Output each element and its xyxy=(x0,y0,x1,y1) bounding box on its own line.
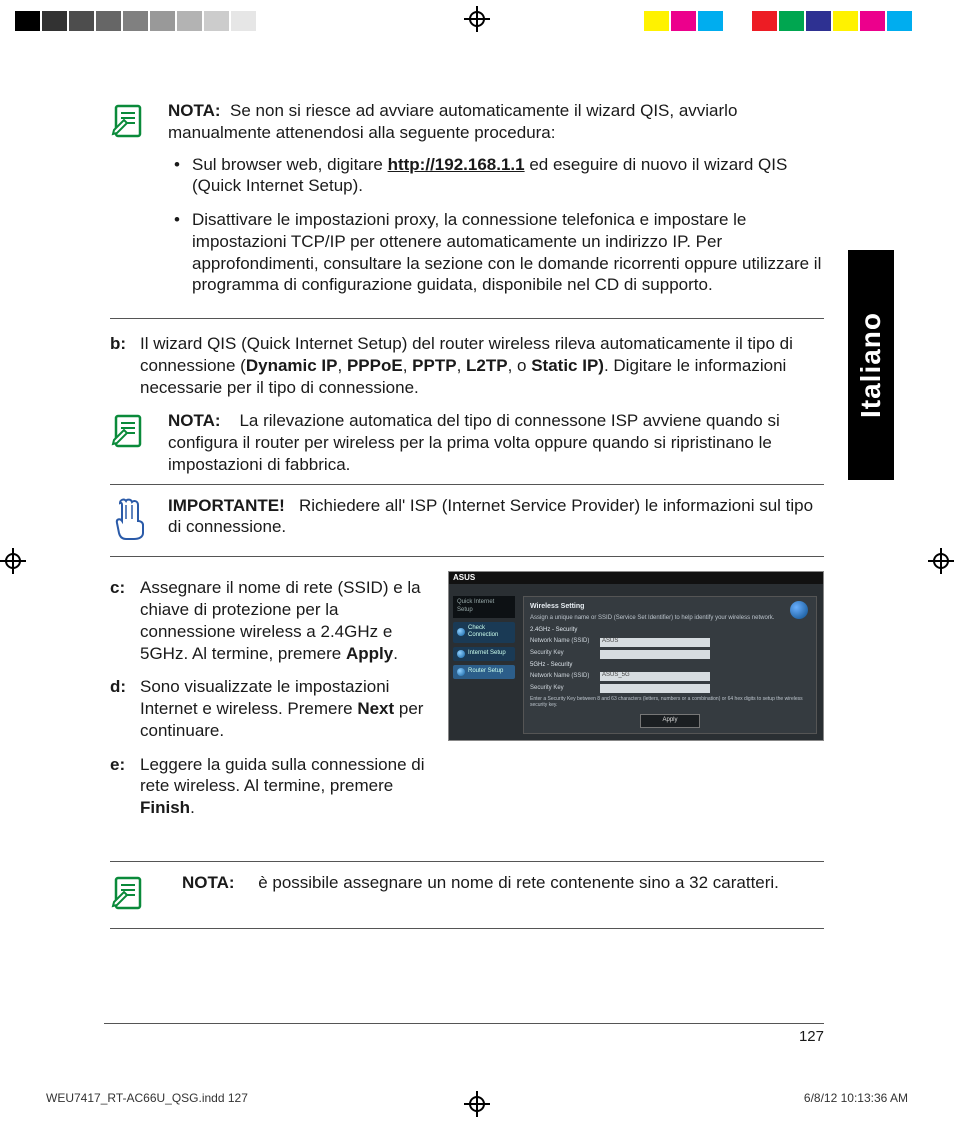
router-panel-title: Wireless Setting xyxy=(530,603,810,612)
language-tab: Italiano xyxy=(848,250,894,480)
router-foot-text: Enter a Security Key between 8 and 63 ch… xyxy=(530,696,810,708)
router-desc: Assign a unique name or SSID (Service Se… xyxy=(530,615,810,623)
note-icon xyxy=(110,872,150,918)
note-icon xyxy=(110,100,150,308)
note-bullet: Sul browser web, digitare http://192.168… xyxy=(174,154,824,198)
note-block: NOTA: Se non si riesce ad avviare automa… xyxy=(110,100,824,319)
page-footer: 127 xyxy=(104,1023,824,1045)
important-label: IMPORTANTE! xyxy=(168,496,285,515)
step-label: c: xyxy=(110,577,134,664)
url-link[interactable]: http://192.168.1.1 xyxy=(388,155,525,174)
router-side-header: Quick Internet Setup xyxy=(453,596,515,617)
printer-colorbar-cmyk xyxy=(616,10,940,32)
note-bullet: Disattivare le impostazioni proxy, la co… xyxy=(174,209,824,296)
slug-filename: WEU7417_RT-AC66U_QSG.indd 127 xyxy=(46,1091,248,1105)
important-block: IMPORTANTE! Richiedere all' ISP (Interne… xyxy=(110,495,824,558)
step-e: e: Leggere la guida sulla connessione di… xyxy=(110,754,430,819)
note-icon xyxy=(110,410,150,475)
registration-mark-icon xyxy=(464,6,490,32)
step-label: e: xyxy=(110,754,134,819)
note-block: NOTA: è possibile assegnare un nome di r… xyxy=(110,872,824,929)
note-label: NOTA: xyxy=(182,873,235,892)
step-b: b: Il wizard QIS (Quick Internet Setup) … xyxy=(110,333,824,398)
step-label: b: xyxy=(110,333,134,398)
router-section: 2.4GHz - Security xyxy=(530,627,810,635)
print-slug: WEU7417_RT-AC66U_QSG.indd 127 6/8/12 10:… xyxy=(46,1091,908,1105)
router-apply-button: Apply xyxy=(640,714,700,728)
registration-mark-icon xyxy=(928,548,954,574)
page-number: 127 xyxy=(104,1028,824,1045)
router-side-item: Check Connection xyxy=(453,622,515,643)
printer-colorbar-grayscale xyxy=(14,10,284,32)
slug-timestamp: 6/8/12 10:13:36 AM xyxy=(804,1091,908,1105)
note-block: NOTA: La rilevazione automatica del tipo… xyxy=(110,410,824,484)
note-label: NOTA: xyxy=(168,101,221,120)
router-form-row: Network Name (SSID)ASUS_5G xyxy=(530,672,810,681)
router-brand: ASUS xyxy=(449,572,823,584)
router-form-row: Security Key xyxy=(530,684,810,693)
router-form-row: Network Name (SSID)ASUS xyxy=(530,638,810,647)
separator xyxy=(110,861,824,862)
router-admin-screenshot: ASUS Quick Internet Setup Check Connecti… xyxy=(448,571,824,741)
router-side-item: Internet Setup xyxy=(453,647,515,661)
router-section: 5GHz - Security xyxy=(530,662,810,670)
step-c: c: Assegnare il nome di rete (SSID) e la… xyxy=(110,577,430,664)
step-d: d: Sono visualizzate le impostazioni Int… xyxy=(110,676,430,741)
step-label: d: xyxy=(110,676,134,741)
important-icon xyxy=(110,495,150,547)
router-form-row: Security Key xyxy=(530,650,810,659)
note-label: NOTA: xyxy=(168,411,221,430)
note-text: è possibile assegnare un nome di rete co… xyxy=(258,873,779,892)
note-text: La rilevazione automatica del tipo di co… xyxy=(168,411,780,474)
note-intro: Se non si riesce ad avviare automaticame… xyxy=(168,101,737,142)
router-side-item: Router Setup xyxy=(453,665,515,679)
registration-mark-icon xyxy=(0,548,26,574)
